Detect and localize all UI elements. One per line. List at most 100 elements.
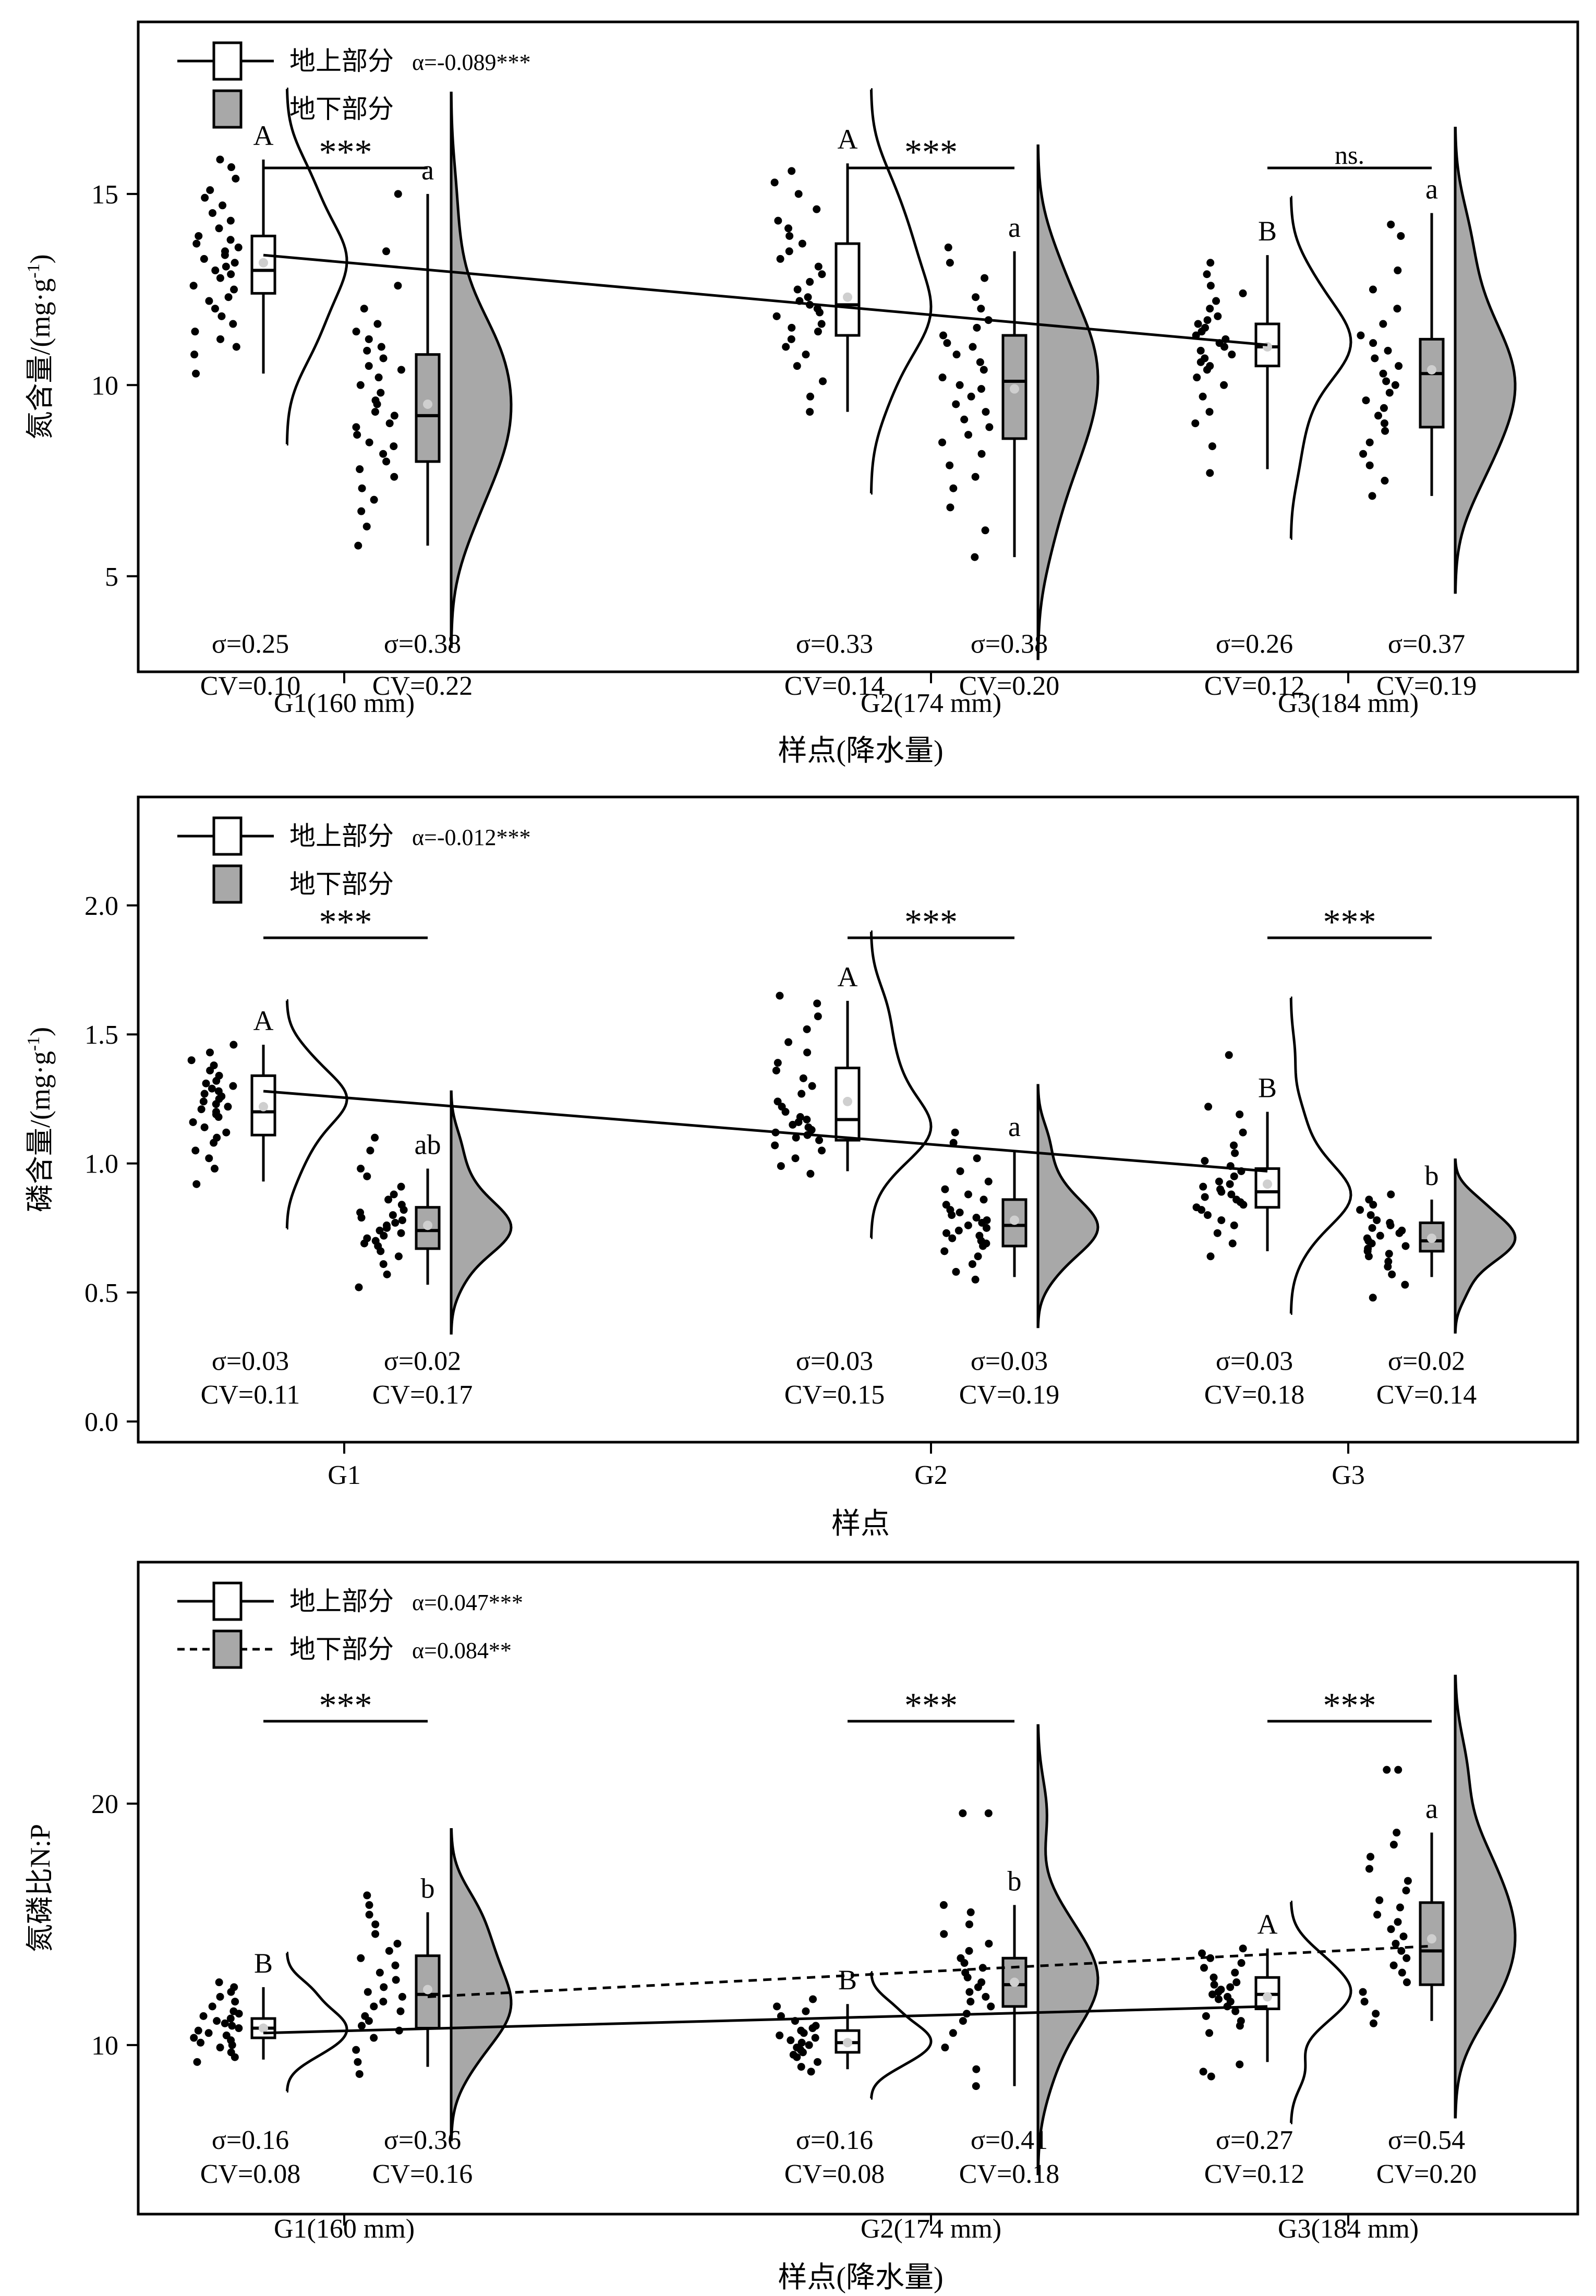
data-point xyxy=(1201,1193,1209,1201)
data-point xyxy=(977,385,985,393)
data-point xyxy=(1374,412,1382,420)
data-point xyxy=(797,2063,805,2071)
data-point xyxy=(1213,1229,1222,1237)
data-point xyxy=(227,270,235,279)
data-point xyxy=(944,243,952,251)
data-point xyxy=(1201,1157,1209,1165)
data-point xyxy=(982,408,990,416)
data-point xyxy=(956,1167,964,1175)
data-point xyxy=(392,1976,400,1984)
data-point xyxy=(355,1283,363,1291)
data-point xyxy=(394,282,402,290)
data-point xyxy=(949,484,958,492)
data-point xyxy=(946,461,954,469)
data-point xyxy=(971,553,979,561)
data-point xyxy=(197,2038,205,2047)
data-point xyxy=(942,1201,950,1209)
data-point xyxy=(189,1118,197,1126)
data-point xyxy=(952,400,960,408)
data-point xyxy=(195,232,203,240)
data-point xyxy=(382,1221,391,1229)
data-point xyxy=(1398,1968,1406,1977)
box xyxy=(1419,1901,1445,1986)
significance-label: *** xyxy=(319,1685,372,1725)
x-tick-label: G1 xyxy=(328,1460,361,1490)
aboveground-group-1: Aσ=0.03 CV=0.11 xyxy=(187,999,348,1410)
group-letter: b xyxy=(421,1872,435,1904)
data-point xyxy=(967,392,975,401)
data-point xyxy=(1239,1944,1247,1953)
data-point xyxy=(217,312,226,320)
data-point xyxy=(189,282,198,290)
data-point xyxy=(1356,1206,1364,1214)
data-point xyxy=(379,354,388,362)
data-point xyxy=(377,389,385,397)
trend-line-aboveground xyxy=(263,2005,1268,2035)
sigma-label: σ=0.02 xyxy=(384,1346,461,1376)
data-point xyxy=(211,305,219,313)
box xyxy=(1419,337,1445,429)
data-point xyxy=(973,1154,981,1163)
data-point xyxy=(813,2058,821,2066)
data-point xyxy=(379,1260,388,1268)
chart-panel-n: 5 10 15 G1(160 mm) G2(174 mm) G3(184 mm) 样点(降水… xyxy=(24,20,1579,767)
density-curve xyxy=(1454,1158,1517,1334)
data-point xyxy=(1212,297,1220,305)
data-point xyxy=(1203,316,1212,324)
mean-marker xyxy=(423,1220,432,1230)
data-point xyxy=(389,1211,397,1219)
data-point xyxy=(228,2022,236,2030)
data-point xyxy=(190,351,199,359)
data-point xyxy=(1231,2007,1240,2015)
data-point xyxy=(1359,1988,1367,1996)
data-point xyxy=(1206,305,1214,313)
density-curve xyxy=(869,88,933,495)
group-letter: b xyxy=(1008,1865,1022,1896)
data-point xyxy=(1396,1903,1404,1912)
data-point xyxy=(204,2029,213,2037)
data-point xyxy=(1206,1252,1215,1261)
group-letter: a xyxy=(1425,1793,1438,1824)
y-axis-label-main: 氮含量/(mg·g xyxy=(25,279,56,440)
data-point xyxy=(208,1084,216,1093)
data-point xyxy=(949,2029,957,2037)
group-letter: A xyxy=(838,124,858,155)
density-curve xyxy=(1289,196,1352,540)
data-point xyxy=(806,408,814,416)
data-point xyxy=(200,1123,209,1131)
data-point xyxy=(382,457,391,466)
data-point xyxy=(813,999,821,1008)
data-point xyxy=(776,992,784,1000)
legend-label: 地上部分 xyxy=(289,821,394,851)
data-point xyxy=(370,2034,378,2042)
data-point xyxy=(202,1079,210,1087)
data-point xyxy=(774,216,782,225)
data-point xyxy=(818,1146,826,1155)
data-point xyxy=(235,2024,243,2033)
data-point xyxy=(1385,1250,1393,1258)
data-point xyxy=(798,239,806,248)
data-point xyxy=(363,1172,371,1180)
data-point xyxy=(213,1133,221,1142)
y-axis-label-tail: ) xyxy=(25,1027,56,1036)
mean-marker xyxy=(1263,1992,1272,2002)
data-point xyxy=(192,239,201,248)
belowground-group-3: a σ=0.54 CV=0.20 xyxy=(1359,1674,1517,2189)
data-point xyxy=(1192,1203,1201,1212)
data-point xyxy=(1206,469,1214,477)
data-point xyxy=(1232,1195,1241,1204)
data-point xyxy=(787,335,795,343)
sigma-label: σ=0.37 xyxy=(1388,629,1465,659)
data-point xyxy=(1382,377,1391,385)
data-point xyxy=(796,1113,804,1121)
data-point xyxy=(809,1995,817,2003)
data-point xyxy=(1239,1128,1247,1137)
data-point xyxy=(216,274,224,282)
legend-alpha: α=0.047*** xyxy=(412,1590,523,1615)
data-point xyxy=(1391,381,1399,389)
data-point xyxy=(1376,1231,1384,1240)
cv-label: CV=0.12 xyxy=(1204,671,1305,701)
data-point xyxy=(792,1133,800,1142)
legend-swatch xyxy=(212,89,243,129)
data-point xyxy=(957,1954,965,1962)
